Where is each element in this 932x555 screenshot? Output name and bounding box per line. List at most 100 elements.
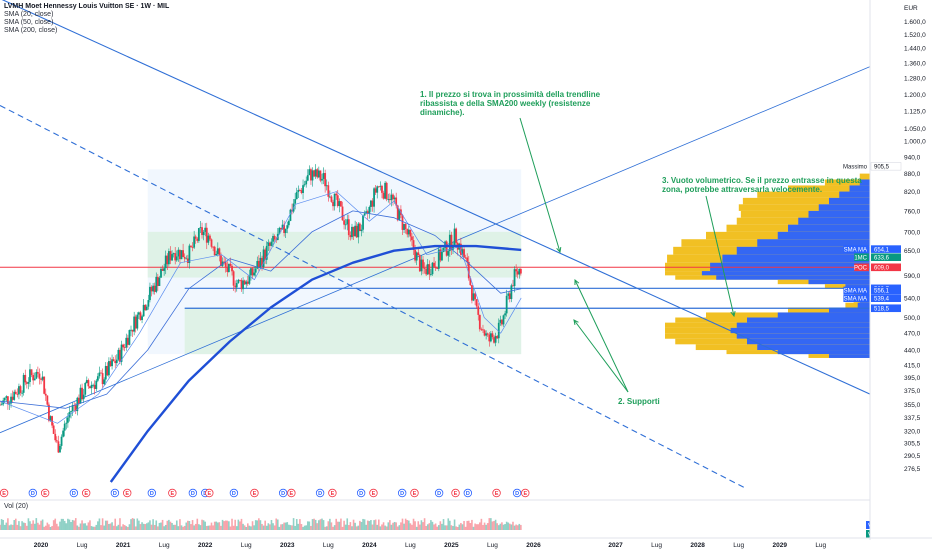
volume-bar [10, 524, 12, 530]
sma200-legend[interactable]: SMA (200, close) [4, 27, 58, 34]
x-tick-label: 2028 [690, 542, 705, 549]
candle-body [496, 336, 499, 339]
candle-body [259, 257, 262, 268]
profile-bar-blue [701, 271, 870, 276]
volume-bar [340, 518, 342, 530]
candle-body [0, 404, 1, 406]
right-label-value: 518,5 [874, 307, 890, 313]
volume-bar [445, 525, 448, 530]
candle-body [362, 215, 364, 230]
volume-bar [52, 520, 55, 530]
volume-bar [0, 519, 3, 530]
candle-body [340, 201, 342, 207]
volume-bar [2, 519, 4, 530]
profile-bar-gold [742, 197, 870, 205]
candle-body [131, 329, 134, 332]
volume-bar [125, 526, 128, 530]
candle-body [489, 333, 492, 342]
volume-bar [111, 522, 113, 530]
volume-bar [109, 523, 112, 530]
candle-body [354, 225, 357, 237]
volume-bar [330, 522, 333, 530]
candle-body [112, 359, 115, 361]
volume-bar [245, 526, 248, 530]
candle-body [63, 423, 66, 431]
volume-bar [32, 520, 34, 530]
y-tick-label: 1.000,0 [904, 139, 926, 146]
candle-body [204, 227, 207, 232]
candle-body [134, 316, 137, 329]
volume-bar [463, 520, 465, 530]
candle-body [147, 300, 150, 307]
candle-body [281, 224, 284, 230]
event-marker-E [81, 488, 91, 498]
volume-bar [122, 524, 124, 530]
volume-bar [226, 520, 229, 530]
sma20-legend[interactable]: SMA (20, close) [4, 11, 54, 18]
y-tick-label: 820,0 [904, 189, 921, 196]
volume-bar [163, 526, 165, 530]
volume-bar [460, 522, 462, 530]
candle-body [384, 182, 387, 199]
volume-bar [389, 520, 391, 530]
candle-body [226, 266, 229, 273]
volume-bar [210, 522, 213, 530]
profile-bar-blue [747, 317, 870, 323]
candle-body [254, 268, 257, 273]
volume-bar [278, 526, 281, 530]
volume-bar [145, 523, 148, 530]
volume-bar [174, 524, 176, 530]
volume-bar [179, 519, 181, 530]
y-tick-label: 1.200,0 [904, 92, 926, 99]
volume-bar [3, 524, 6, 530]
candle-body [482, 329, 484, 331]
volume-bar [27, 518, 30, 530]
event-marker-label: E [84, 491, 88, 497]
x-tick-label: 2023 [280, 542, 295, 549]
volume-bar [117, 524, 120, 530]
candle-body [294, 199, 297, 204]
candle-body [141, 316, 143, 320]
candle-body [344, 224, 347, 226]
event-marker-label: D [232, 491, 236, 497]
candle-body [415, 252, 418, 261]
candle-body [25, 382, 28, 384]
candle-body [213, 246, 216, 256]
annotation-supports: 2. Supporti [618, 397, 660, 406]
volume-bar [494, 519, 497, 530]
right-label-value-bg [871, 263, 901, 272]
event-marker-label: D [400, 491, 404, 497]
candle-body [160, 268, 162, 278]
volume-bar [114, 518, 117, 530]
volume-bar [518, 523, 521, 530]
candle-body [136, 314, 139, 329]
volume-bar [18, 521, 20, 530]
candle-body [437, 249, 440, 269]
candle-body [229, 263, 232, 266]
candle-body [212, 246, 214, 248]
candle-body [330, 196, 333, 202]
candle-body [169, 251, 172, 261]
volume-bar [160, 522, 162, 530]
candle-body [510, 285, 513, 300]
x-tick-label: 2029 [772, 542, 787, 549]
candle-body [319, 170, 322, 181]
volume-bar [191, 520, 194, 530]
x-tick-label: 2024 [362, 542, 377, 549]
volume-bar [43, 526, 45, 530]
sma50-legend[interactable]: SMA (50, close) [4, 19, 54, 26]
volume-bar [496, 523, 498, 530]
volume-bar [280, 524, 282, 530]
volume-legend[interactable]: Vol (20) [4, 503, 29, 510]
candle-body [250, 268, 252, 276]
right-label-name: 1MC [854, 256, 867, 262]
candle-body [177, 249, 180, 257]
x-tick-label: Lug [241, 542, 252, 549]
volume-bar [98, 518, 101, 530]
y-tick-label: 337,5 [904, 415, 921, 422]
candle-body [6, 396, 9, 404]
volume-bar [251, 521, 254, 530]
x-tick-label: Lug [323, 542, 334, 549]
event-marker-E [123, 488, 132, 498]
